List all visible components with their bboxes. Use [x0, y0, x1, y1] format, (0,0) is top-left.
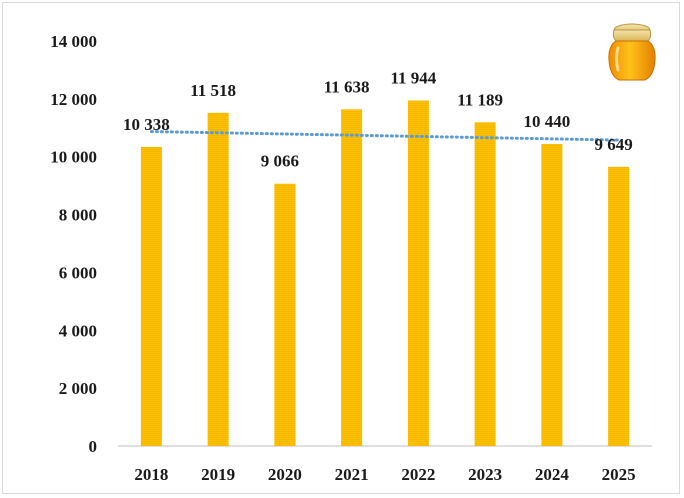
x-tick-label: 2021 — [335, 465, 369, 484]
bar-2024 — [541, 144, 562, 446]
x-tick-label: 2024 — [535, 465, 570, 484]
x-tick-label: 2023 — [468, 465, 502, 484]
bar-2021 — [341, 109, 362, 446]
bars — [141, 100, 629, 446]
data-label: 9 066 — [261, 152, 299, 171]
y-tick-label: 8 000 — [59, 206, 97, 225]
x-tick-label: 2022 — [401, 465, 435, 484]
y-tick-label: 12 000 — [50, 90, 97, 109]
data-label: 11 189 — [457, 90, 503, 109]
x-tick-label: 2025 — [602, 465, 636, 484]
y-tick-label: 2 000 — [59, 379, 97, 398]
bar-2022 — [408, 100, 429, 446]
bar-2020 — [274, 184, 295, 446]
data-label: 9 649 — [595, 135, 633, 154]
bar-2025 — [608, 167, 629, 446]
x-tick-label: 2018 — [134, 465, 168, 484]
data-label: 10 338 — [123, 115, 170, 134]
x-tick-label: 2019 — [201, 465, 235, 484]
bar-2018 — [141, 147, 162, 446]
y-tick-label: 4 000 — [59, 321, 97, 340]
y-tick-label: 6 000 — [59, 263, 97, 282]
bar-2023 — [475, 122, 496, 446]
y-tick-label: 14 000 — [50, 32, 97, 51]
data-label: 11 638 — [324, 77, 370, 96]
data-label: 11 518 — [190, 81, 236, 100]
data-label: 11 944 — [390, 68, 436, 87]
x-tick-label: 2020 — [268, 465, 302, 484]
bar-2019 — [208, 113, 229, 446]
honey-jar-icon — [609, 24, 655, 80]
data-label: 10 440 — [524, 112, 571, 131]
y-tick-label: 10 000 — [50, 148, 97, 167]
y-tick-label: 0 — [89, 437, 98, 456]
